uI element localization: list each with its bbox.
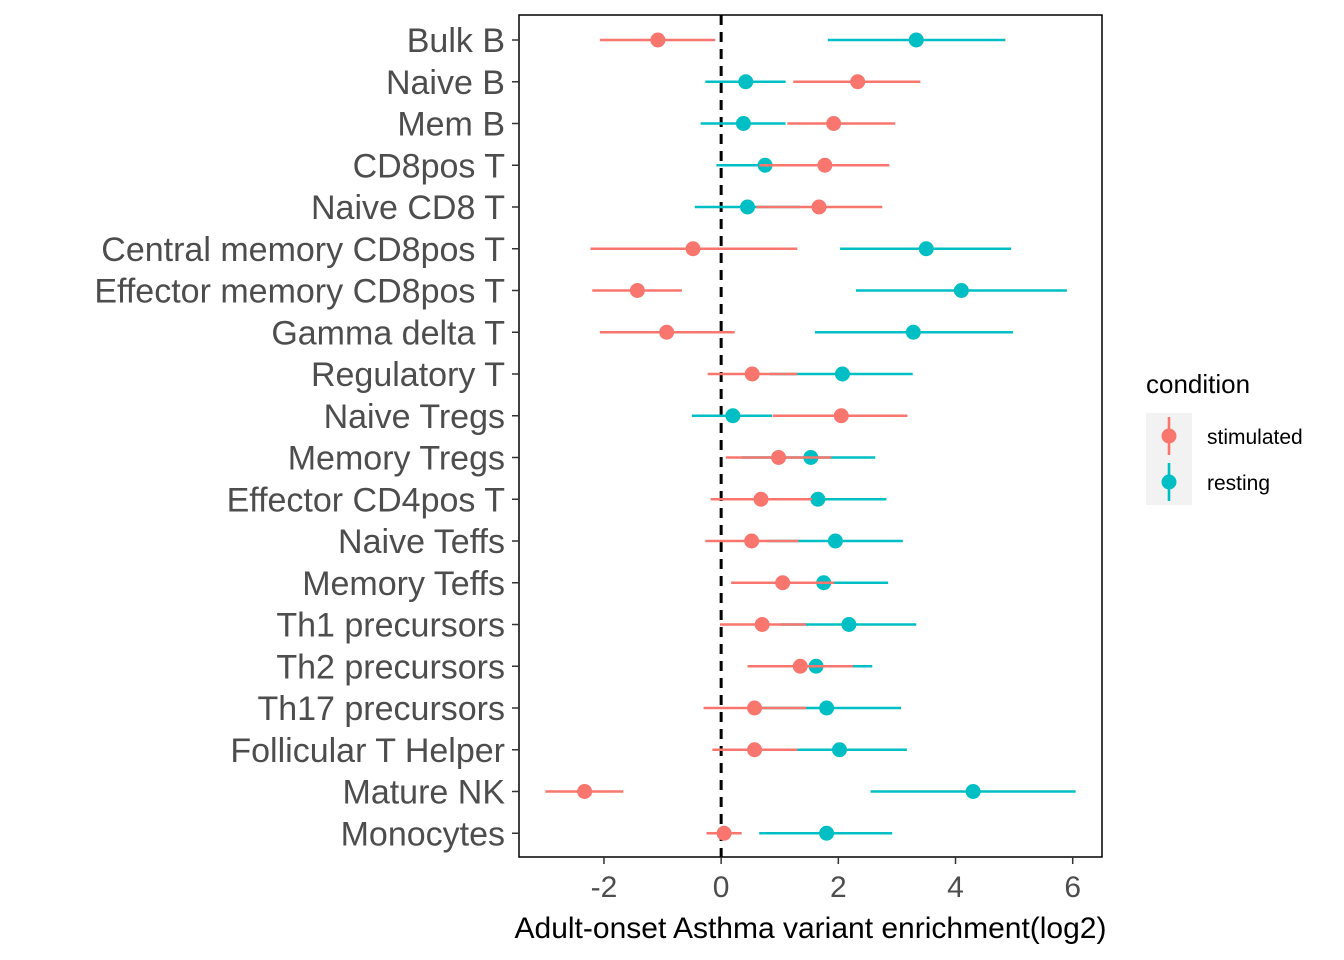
y-tick-label: Mature NK (343, 774, 506, 812)
point-resting-mature-nk (965, 784, 981, 799)
point-stimulated-th17-precursors (747, 700, 763, 716)
point-resting-gamma-delta-t (905, 324, 921, 340)
y-tick-label: Regulatory T (311, 356, 505, 394)
legend-point-stimulated (1161, 428, 1177, 444)
point-resting-th17-precursors (819, 700, 835, 716)
point-stimulated-naive-tregs (833, 408, 849, 424)
point-stimulated-gamma-delta-t (659, 324, 675, 340)
legend-label-stimulated: stimulated (1207, 426, 1303, 449)
y-tick-label: Mem B (397, 106, 505, 144)
point-resting-bulk-b (908, 32, 924, 48)
y-tick-label: Memory Tregs (288, 440, 505, 478)
y-tick-label: Naive B (386, 64, 505, 102)
x-tick-label: 4 (947, 871, 964, 904)
plot-border (518, 14, 1103, 858)
y-tick-label: Follicular T Helper (230, 732, 505, 770)
point-resting-naive-b (738, 74, 754, 90)
y-tick-label: Central memory CD8pos T (101, 231, 505, 269)
legend: condition stimulated resting (1146, 369, 1303, 505)
point-stimulated-monocytes (716, 825, 732, 841)
point-resting-naive-tregs (725, 408, 741, 424)
y-tick-label: Effector memory CD8pos T (94, 273, 505, 311)
point-stimulated-mature-nk (577, 784, 593, 799)
point-stimulated-effector-cd4pos-t (753, 491, 769, 507)
point-stimulated-central-memory-cd8pos-t (685, 241, 701, 257)
point-stimulated-mem-b (826, 116, 842, 131)
point-resting-follicular-t-helper (832, 742, 848, 758)
x-tick-label: 6 (1064, 871, 1081, 904)
point-stimulated-naive-cd8-t (811, 199, 827, 215)
point-resting-central-memory-cd8pos-t (918, 241, 934, 257)
y-tick-label: Monocytes (341, 815, 505, 853)
y-tick-label: CD8pos T (353, 147, 505, 185)
point-stimulated-bulk-b (650, 32, 666, 48)
x-tick-label: 0 (713, 871, 730, 904)
point-stimulated-th1-precursors (754, 617, 770, 632)
point-resting-monocytes (819, 825, 835, 841)
y-tick-label: Th1 precursors (276, 607, 505, 645)
point-stimulated-naive-b (850, 74, 866, 90)
point-stimulated-effector-memory-cd8pos-t (629, 283, 645, 298)
point-resting-effector-cd4pos-t (810, 491, 826, 507)
point-stimulated-regulatory-t (744, 366, 760, 382)
point-resting-naive-teffs (827, 533, 843, 549)
x-tick-label: 2 (830, 871, 847, 904)
plot-panel (519, 15, 1102, 857)
point-stimulated-naive-teffs (744, 533, 760, 549)
x-axis-title: Adult-onset Asthma variant enrichment(lo… (515, 912, 1107, 945)
point-stimulated-cd8pos-t (817, 157, 833, 173)
x-tick-label: -2 (591, 871, 618, 904)
y-tick-label: Effector CD4pos T (227, 481, 505, 519)
point-resting-effector-memory-cd8pos-t (953, 283, 969, 298)
y-tick-label: Bulk B (407, 22, 505, 60)
point-stimulated-follicular-t-helper (747, 742, 763, 758)
point-resting-th1-precursors (841, 617, 857, 632)
legend-point-resting (1161, 474, 1177, 490)
y-tick-label: Memory Teffs (302, 565, 505, 603)
plot-area (519, 15, 1102, 857)
point-stimulated-memory-tregs (771, 450, 787, 465)
legend-title: condition (1146, 369, 1250, 399)
y-tick-label: Th2 precursors (276, 648, 505, 686)
y-tick-label: Naive CD8 T (311, 189, 505, 227)
legend-label-resting: resting (1207, 472, 1270, 495)
point-resting-mem-b (735, 116, 751, 131)
point-stimulated-memory-teffs (775, 575, 791, 591)
y-tick-label: Naive Teffs (338, 523, 505, 561)
y-tick-label: Th17 precursors (257, 690, 505, 728)
point-stimulated-th2-precursors (792, 658, 808, 674)
point-resting-regulatory-t (834, 366, 850, 382)
point-resting-naive-cd8-t (740, 199, 756, 215)
y-tick-label: Naive Tregs (324, 398, 505, 436)
y-tick-label: Gamma delta T (271, 314, 505, 352)
